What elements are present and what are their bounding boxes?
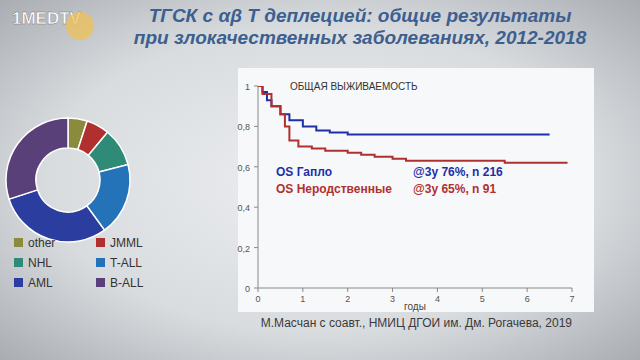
x-tick-label: 5 (480, 294, 485, 304)
legend-swatch (96, 278, 105, 287)
legend-swatch (96, 238, 105, 247)
survival-curve (258, 86, 568, 163)
x-tick (527, 288, 528, 292)
x-tick (572, 288, 573, 292)
y-tick-label: 1 (245, 82, 250, 92)
series-label: OS Неродственные (276, 182, 392, 196)
y-tick (254, 207, 258, 208)
slide: 1MEDTVТГСК с αβ Т деплецией: общие резул… (0, 0, 640, 360)
source: М.Масчан с соавт., НМИЦ ДГОИ им. Дм. Рог… (261, 316, 573, 330)
x-tick (258, 288, 259, 292)
y-tick-label: 0,6 (237, 163, 250, 173)
x-tick-label: 6 (525, 294, 530, 304)
annotation: @3у 65%, n 91 (413, 182, 496, 196)
plot-lines (258, 86, 568, 163)
legend-label: JMML (110, 236, 143, 250)
x-tick-label: 7 (569, 294, 574, 304)
donut-slice (9, 190, 104, 242)
y-tick (254, 288, 258, 289)
x-tick-label: 1 (300, 294, 305, 304)
y-tick-label: 0,2 (237, 244, 250, 254)
logo-icon (66, 12, 94, 40)
x-axis-label: годы (404, 301, 426, 312)
x-tick (347, 288, 348, 292)
y-tick-label: 0,4 (237, 203, 250, 213)
legend-swatch (14, 278, 23, 287)
survival-curve (258, 86, 550, 134)
slide-title: ТГСК с αβ Т деплецией: общие результаты (149, 5, 572, 26)
x-tick (392, 288, 393, 292)
x-tick (482, 288, 483, 292)
legend-label: AML (28, 276, 53, 290)
series-label: OS Гапло (276, 165, 332, 179)
legend-label: B-ALL (110, 276, 144, 290)
x-tick (437, 288, 438, 292)
y-tick-label: 0 (245, 284, 250, 294)
x-tick-label: 2 (345, 294, 350, 304)
x-tick-label: 3 (390, 294, 395, 304)
y-tick (254, 166, 258, 167)
legend-label: other (28, 236, 55, 250)
legend-swatch (96, 258, 105, 267)
legend-swatch (14, 258, 23, 267)
slide-title: при злокачественных заболеваниях, 2012-2… (134, 27, 587, 48)
x-tick-label: 4 (435, 294, 440, 304)
legend-label: T-ALL (110, 256, 142, 270)
y-axis (258, 86, 259, 288)
legend-label: NHL (28, 256, 52, 270)
y-tick (254, 86, 258, 87)
x-tick (302, 288, 303, 292)
plot-background (238, 68, 594, 312)
y-tick (254, 126, 258, 127)
y-tick-label: 0,8 (237, 122, 250, 132)
donut-slice (6, 118, 68, 199)
x-tick-label: 0 (255, 294, 260, 304)
legend-swatch (14, 238, 23, 247)
y-tick (254, 247, 258, 248)
donut (6, 118, 130, 242)
x-axis (258, 288, 572, 289)
annotation: @3у 76%, n 216 (413, 165, 503, 179)
chart-title: ОБЩАЯ ВЫЖИВАЕМОСТЬ (290, 81, 418, 92)
